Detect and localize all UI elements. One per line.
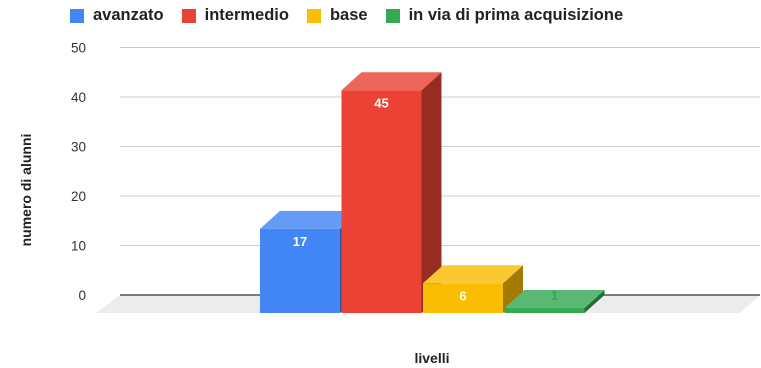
legend-item-intermedio[interactable]: intermedio (181, 6, 289, 25)
x-axis-title: livelli (414, 350, 450, 366)
legend-item-avanzato[interactable]: avanzato (70, 6, 164, 25)
bar-top-in-via-di-prima-acquisizione (504, 290, 605, 309)
y-tick-label: 50 (71, 41, 86, 56)
legend-swatch-avanzato (70, 8, 84, 23)
bar-top-base (423, 265, 523, 284)
bar-front-avanzato (260, 228, 340, 313)
bar-side-in-via-di-prima-acquisizione (584, 290, 605, 313)
y-tick-label: 10 (71, 239, 86, 254)
data-label-avanzato: 17 (293, 234, 307, 249)
data-label-intermedio: 45 (374, 95, 388, 110)
legend-swatch-intermedio (181, 8, 196, 23)
bar-side-intermedio (421, 72, 442, 313)
y-tick-label: 30 (71, 140, 86, 155)
bar-in-via-di-prima-acquisizione[interactable]: 1 (504, 288, 605, 313)
bars: 17 45 6 1 (260, 72, 605, 313)
legend-item-prima-acquisizione[interactable]: in via di prima acquisizione (385, 6, 624, 25)
bar-top-intermedio (341, 72, 442, 91)
bar-front-intermedio (341, 90, 422, 313)
legend-label-prima-acquisizione: in via di prima acquisizione (408, 6, 624, 24)
chart-legend: avanzato intermedio base in via di prima… (70, 6, 623, 25)
legend-swatch-base (306, 8, 321, 23)
data-label-base: 6 (459, 288, 466, 303)
bar-base[interactable]: 6 (423, 265, 523, 313)
bar-front-base (423, 283, 503, 313)
bar-top-avanzato (260, 210, 360, 229)
legend-label-avanzato: avanzato (93, 6, 164, 24)
bar-front-in-via-di-prima-acquisizione (504, 308, 585, 313)
bar-side-base (503, 265, 523, 313)
legend-label-intermedio: intermedio (204, 6, 289, 24)
bar-intermedio[interactable]: 45 (341, 72, 442, 313)
data-label-in-via-di-prima-acquisizione: 1 (551, 288, 558, 303)
y-tick-label: 0 (78, 288, 86, 303)
y-tick-label: 40 (71, 90, 86, 105)
legend-swatch-prima-acquisizione (385, 8, 400, 23)
y-axis-ticks: 0 10 20 30 40 50 (71, 41, 86, 304)
legend-item-base[interactable]: base (306, 6, 368, 25)
y-tick-label: 20 (71, 189, 86, 204)
legend-label-base: base (329, 6, 368, 24)
